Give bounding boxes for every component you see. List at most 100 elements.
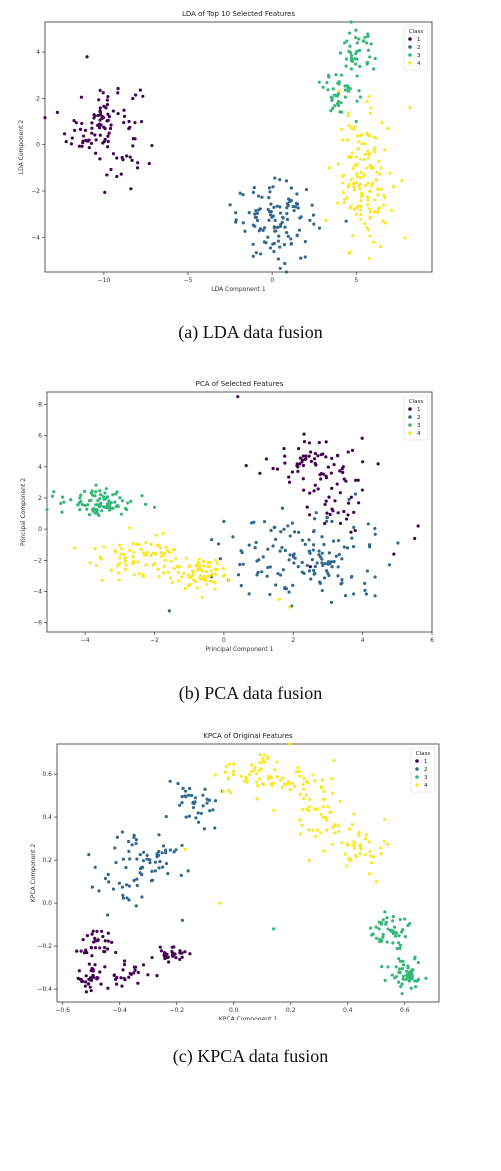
point-class-1 bbox=[105, 947, 110, 951]
point-class-4 bbox=[153, 562, 157, 566]
point-class-4 bbox=[73, 546, 77, 550]
point-class-1 bbox=[134, 93, 138, 97]
point-class-4 bbox=[215, 567, 219, 572]
point-class-4 bbox=[260, 781, 265, 786]
point-class-2 bbox=[280, 545, 284, 550]
point-class-4 bbox=[151, 551, 156, 555]
point-class-1 bbox=[90, 954, 94, 958]
point-class-2 bbox=[278, 549, 282, 553]
point-class-2 bbox=[168, 848, 172, 852]
point-class-2 bbox=[351, 545, 356, 549]
point-class-4 bbox=[224, 764, 228, 769]
point-class-4 bbox=[352, 840, 356, 844]
point-class-2 bbox=[241, 193, 245, 197]
point-class-1 bbox=[98, 118, 102, 122]
point-class-3 bbox=[381, 932, 385, 937]
point-class-3 bbox=[326, 73, 331, 77]
point-class-3 bbox=[395, 946, 399, 951]
point-class-4 bbox=[99, 557, 103, 561]
point-class-1 bbox=[162, 951, 167, 955]
legend-label-1: 1 bbox=[417, 37, 421, 43]
point-class-4 bbox=[343, 197, 347, 202]
point-class-4 bbox=[307, 805, 311, 809]
point-class-4 bbox=[331, 791, 335, 796]
point-class-1 bbox=[312, 489, 316, 493]
point-class-4 bbox=[369, 861, 373, 865]
point-class-4 bbox=[372, 148, 376, 152]
point-class-2 bbox=[278, 211, 283, 215]
point-class-1 bbox=[127, 119, 131, 124]
point-class-3 bbox=[69, 498, 73, 502]
point-class-2 bbox=[270, 215, 274, 219]
point-class-2 bbox=[298, 216, 302, 220]
point-class-2 bbox=[295, 233, 299, 237]
point-class-1 bbox=[89, 978, 94, 982]
point-class-4 bbox=[180, 575, 184, 579]
point-class-4 bbox=[351, 181, 356, 186]
y-tick-label: −4 bbox=[33, 588, 42, 595]
point-class-4 bbox=[162, 564, 166, 568]
point-class-4 bbox=[232, 769, 236, 773]
point-class-3 bbox=[386, 927, 390, 931]
point-class-4 bbox=[336, 162, 340, 166]
point-class-1 bbox=[78, 127, 83, 131]
point-class-4 bbox=[297, 769, 301, 773]
point-class-3 bbox=[345, 39, 349, 43]
point-class-3 bbox=[377, 927, 381, 931]
point-class-2 bbox=[252, 186, 256, 190]
point-class-3 bbox=[337, 82, 341, 86]
point-class-3 bbox=[79, 499, 83, 504]
legend-label-1: 1 bbox=[424, 759, 428, 765]
point-class-1 bbox=[131, 144, 135, 148]
point-class-2 bbox=[97, 889, 101, 893]
point-class-4 bbox=[382, 203, 386, 207]
point-class-1 bbox=[62, 132, 67, 136]
point-class-1 bbox=[304, 454, 308, 458]
point-class-3 bbox=[358, 64, 362, 69]
point-class-2 bbox=[320, 561, 324, 565]
point-class-2 bbox=[141, 859, 146, 863]
point-class-2 bbox=[272, 205, 276, 210]
legend-label-2: 2 bbox=[417, 415, 421, 421]
point-class-4 bbox=[367, 134, 372, 138]
point-class-4 bbox=[319, 831, 323, 835]
point-class-2 bbox=[93, 865, 97, 869]
point-class-1 bbox=[82, 134, 86, 138]
point-class-4 bbox=[117, 543, 122, 547]
x-axis-label: Principal Component 1 bbox=[205, 646, 273, 653]
point-class-1 bbox=[316, 487, 320, 491]
point-class-1 bbox=[106, 112, 110, 116]
point-class-4 bbox=[363, 152, 367, 157]
point-class-2 bbox=[331, 539, 336, 543]
point-class-4 bbox=[349, 126, 353, 130]
point-class-4 bbox=[256, 783, 260, 788]
point-class-1 bbox=[340, 467, 344, 471]
point-class-4 bbox=[149, 542, 153, 546]
point-class-1 bbox=[122, 962, 127, 967]
point-class-3 bbox=[355, 99, 359, 103]
point-class-4 bbox=[305, 793, 309, 797]
point-class-4 bbox=[363, 221, 367, 226]
point-class-1 bbox=[101, 934, 105, 939]
point-class-4 bbox=[346, 185, 350, 189]
point-class-1 bbox=[353, 528, 357, 533]
point-class-4 bbox=[369, 215, 373, 219]
point-class-2 bbox=[262, 519, 267, 524]
point-class-3 bbox=[45, 508, 49, 512]
point-class-2 bbox=[283, 261, 287, 266]
point-class-4 bbox=[284, 782, 289, 786]
point-class-1 bbox=[85, 934, 90, 938]
point-class-4 bbox=[231, 772, 236, 777]
point-class-2 bbox=[264, 241, 268, 245]
point-class-4 bbox=[137, 572, 141, 576]
point-class-4 bbox=[359, 157, 363, 161]
point-class-1 bbox=[352, 510, 356, 514]
point-class-4 bbox=[199, 568, 204, 572]
point-class-4 bbox=[374, 880, 378, 884]
point-class-4 bbox=[184, 556, 189, 560]
y-tick-label: 0 bbox=[36, 142, 40, 149]
point-class-4 bbox=[250, 763, 254, 767]
point-class-1 bbox=[92, 116, 96, 120]
point-class-3 bbox=[80, 503, 85, 507]
point-class-4 bbox=[315, 828, 320, 832]
